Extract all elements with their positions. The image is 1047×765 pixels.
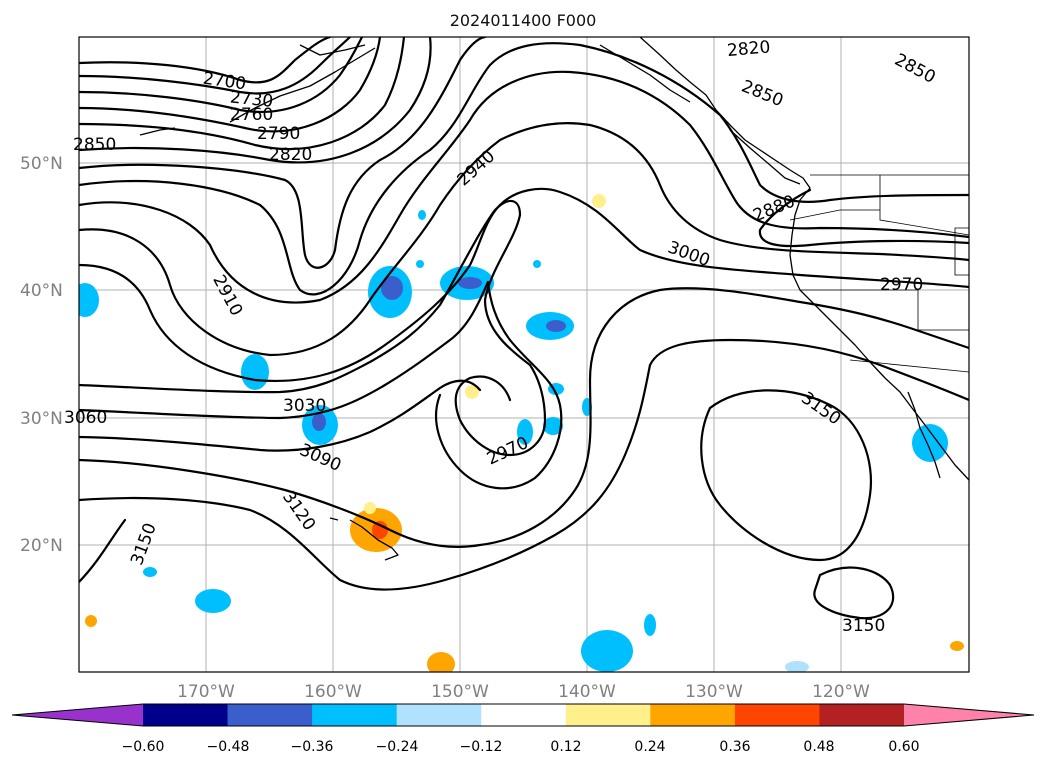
colorbar-tick-label: −0.48 — [207, 739, 250, 755]
graticule — [79, 37, 969, 672]
anomaly-blob — [143, 567, 157, 577]
colorbar-tick-label: −0.24 — [376, 739, 419, 755]
anomaly-blob — [364, 502, 376, 514]
contour-label: 2760 — [230, 105, 273, 125]
anomaly-blob — [592, 194, 606, 208]
colorbar-tick-labels: −0.60 −0.48 −0.36 −0.24 −0.12 0.12 0.24 … — [122, 739, 920, 755]
contour-label: 3000 — [665, 238, 712, 272]
anomaly-blob — [912, 424, 948, 462]
contour-label: 2820 — [726, 37, 771, 61]
coastlines — [139, 37, 969, 561]
colorbar-segment — [734, 704, 820, 726]
colorbar-segment — [143, 704, 229, 726]
anomaly-blob — [381, 276, 403, 300]
contour-label: 3150 — [797, 388, 844, 429]
colorbar-segment — [227, 704, 313, 726]
contour-label: 3090 — [296, 440, 344, 476]
contour-label: 2970 — [880, 275, 923, 295]
contour-label: 3150 — [127, 520, 161, 567]
map-frame — [78, 36, 970, 673]
anomaly-blob — [372, 521, 388, 539]
anomaly-blob — [416, 260, 424, 268]
lon-label: 120°W — [812, 682, 870, 702]
contour-label: 2910 — [208, 272, 246, 320]
contour-label: 3060 — [64, 408, 107, 428]
contour-label: 3150 — [842, 616, 885, 636]
anomaly-blob — [517, 419, 533, 445]
anomaly-blob — [465, 385, 479, 399]
anomaly-blob — [85, 615, 97, 627]
lat-label: 30°N — [20, 409, 63, 429]
map-title: 2024011400 F000 — [450, 11, 597, 30]
contour-label: 2880 — [750, 191, 798, 226]
lat-label: 40°N — [20, 281, 63, 301]
anomaly-blob — [427, 652, 455, 672]
anomaly-blob — [418, 210, 426, 220]
contour-label: 3120 — [278, 488, 319, 535]
contour-label: 3030 — [283, 396, 326, 416]
contour-labels: 2700 2730 2760 2790 2820 2850 2820 2850 … — [64, 37, 939, 636]
contour-label: 2820 — [269, 145, 312, 165]
anomaly-blob — [458, 277, 482, 289]
colorbar-segment — [312, 704, 398, 726]
anomaly-blob — [195, 589, 231, 613]
colorbar-tick-label: 0.60 — [888, 739, 919, 755]
colorbar-outline — [11, 703, 1035, 727]
colorbar-tick-label: −0.60 — [122, 739, 165, 755]
anomaly-blob — [312, 413, 326, 431]
colorbar-segment — [650, 704, 736, 726]
contour-label: 2850 — [73, 135, 116, 155]
colorbar-segment — [565, 704, 651, 726]
anomaly-blob — [785, 661, 809, 672]
anomaly-blob — [950, 641, 964, 651]
colorbar-segment — [819, 704, 905, 726]
lon-label: 170°W — [177, 682, 235, 702]
lon-label: 150°W — [431, 682, 489, 702]
colorbar-tick-label: 0.48 — [803, 739, 834, 755]
anomaly-blob — [543, 417, 563, 435]
contour-label: 2850 — [738, 76, 786, 111]
anomaly-blob — [581, 630, 633, 672]
lat-label: 50°N — [20, 154, 63, 174]
contour-label: 2790 — [257, 124, 300, 144]
contour-label: 2970 — [484, 433, 532, 469]
anomaly-blob — [644, 614, 656, 636]
contour-label: 2850 — [891, 50, 939, 88]
lon-label: 130°W — [685, 682, 743, 702]
height-contours — [79, 37, 969, 620]
latitude-labels: 50°N 40°N 30°N 20°N — [20, 154, 63, 556]
colorbar-extend-max — [904, 704, 1034, 726]
lon-label: 140°W — [558, 682, 616, 702]
colorbar-segment — [481, 704, 567, 726]
longitude-labels: 170°W 160°W 150°W 140°W 130°W 120°W — [177, 682, 870, 702]
anomaly-blob — [533, 260, 541, 268]
lon-label: 160°W — [304, 682, 362, 702]
anomaly-blob — [241, 354, 269, 390]
colorbar-tick-label: −0.36 — [291, 739, 334, 755]
shaded-field — [79, 194, 964, 672]
colorbar-extend-min — [12, 704, 143, 726]
anomaly-blob — [546, 320, 566, 332]
colorbar-tick-label: 0.12 — [550, 739, 581, 755]
colorbar-tick-label: 0.24 — [634, 739, 665, 755]
colorbar-tick-label: 0.36 — [719, 739, 750, 755]
contour-label: 2730 — [229, 87, 274, 111]
anomaly-blob — [79, 283, 99, 317]
colorbar-segment — [396, 704, 482, 726]
map-panel — [79, 37, 969, 672]
lat-label: 20°N — [20, 536, 63, 556]
colorbar — [11, 703, 1035, 727]
colorbar-tick-label: −0.12 — [460, 739, 503, 755]
